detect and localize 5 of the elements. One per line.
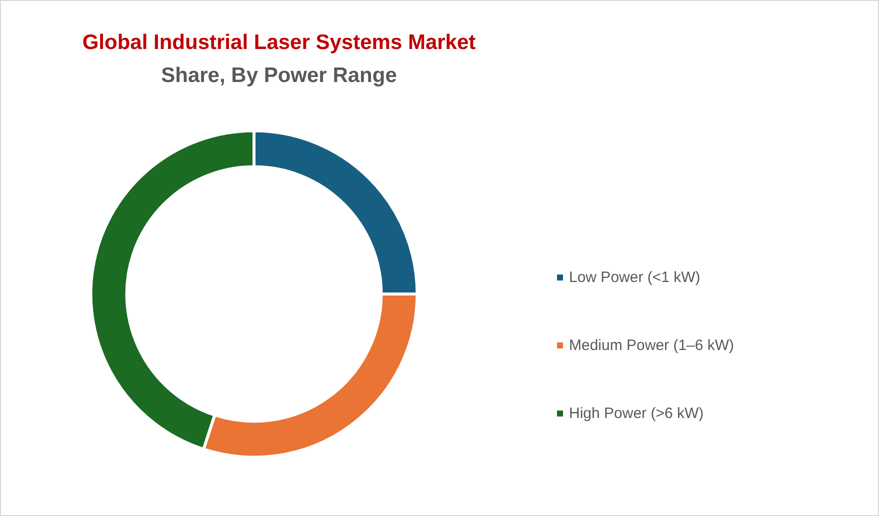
legend-label: Low Power (<1 kW)	[569, 269, 700, 286]
legend-label: Medium Power (1–6 kW)	[569, 337, 734, 354]
chart-subtitle: Share, By Power Range	[161, 64, 397, 87]
legend-label: High Power (>6 kW)	[569, 405, 704, 422]
chart-title: Global Industrial Laser Systems Market	[82, 31, 476, 54]
